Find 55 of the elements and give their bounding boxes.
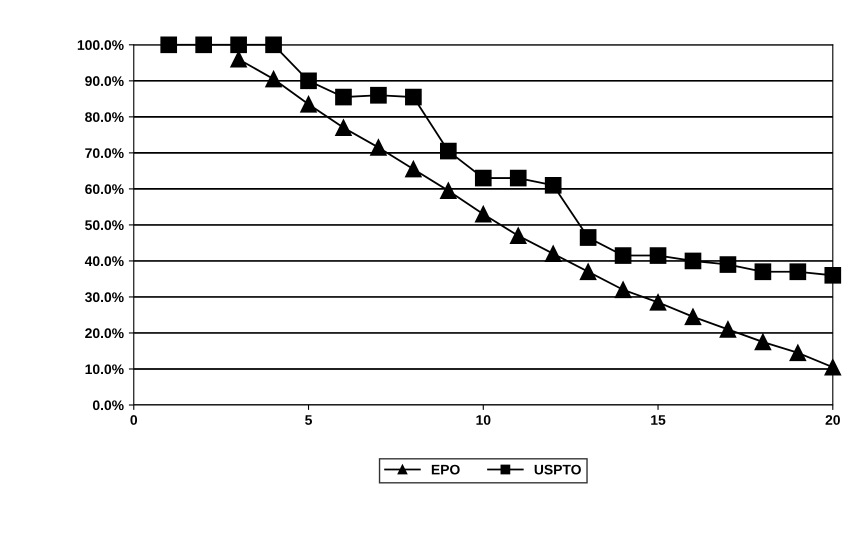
point [754,263,772,280]
point [335,119,352,136]
point [824,358,842,376]
point [195,36,212,54]
point [265,36,282,54]
y-tick-label: 60.0% [85,184,124,194]
point [754,334,772,350]
y-tick-label: 30.0% [84,292,124,302]
point [510,227,527,244]
y-tick-label: 50.0% [85,220,124,230]
point [405,160,422,178]
point [720,256,736,273]
legend-label: USPTO [534,464,581,475]
x-tick-label: 10 [476,415,490,425]
point [265,70,282,88]
point [405,88,422,106]
point [614,281,632,298]
point [230,36,247,54]
y-tick-label: 10.0% [86,364,124,374]
point [474,206,492,222]
point [614,247,632,264]
point [824,267,842,284]
point [684,252,702,270]
y-tick-label: 40.0% [84,256,124,266]
point [650,247,666,264]
point [544,245,562,262]
point [440,142,457,160]
point [300,96,317,113]
point [580,263,596,280]
point [440,182,457,200]
point [580,229,596,246]
y-tick-label: 20.0% [85,328,124,338]
point [335,88,352,106]
y-tick-label: 80.0% [85,112,124,122]
point [300,72,317,90]
y-tick-label: 0.0% [92,400,124,410]
x-tick-label: 20 [826,415,840,425]
point [370,86,387,104]
x-tick-label: 5 [305,415,312,425]
y-tick-label: 70.0% [85,148,124,158]
y-tick-label: 100.0% [78,40,124,50]
point [544,176,562,194]
point [510,170,527,186]
point [650,294,666,311]
y-tick-label: 90.0% [85,76,124,86]
x-tick-label: 0 [130,415,138,425]
point [370,139,387,156]
legend-label: EPO [432,464,460,475]
point [684,308,702,326]
point [474,170,492,186]
point [790,344,806,362]
point [160,36,178,54]
point [790,263,806,280]
point [720,321,736,338]
x-tick-label: 15 [651,415,666,425]
